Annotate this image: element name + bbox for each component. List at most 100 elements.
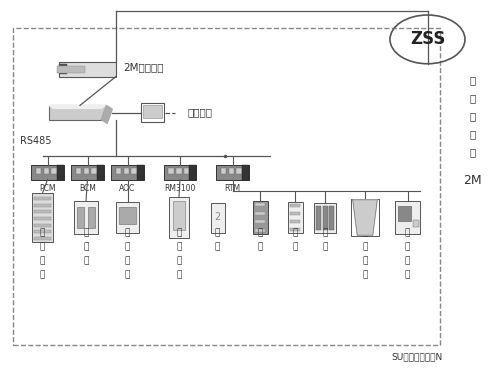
FancyBboxPatch shape — [290, 212, 300, 215]
Text: PCM: PCM — [39, 184, 56, 193]
Text: 灯: 灯 — [362, 228, 368, 237]
Text: 压: 压 — [405, 271, 410, 280]
FancyBboxPatch shape — [290, 220, 300, 223]
Text: 2: 2 — [214, 213, 220, 222]
FancyBboxPatch shape — [49, 105, 106, 120]
FancyBboxPatch shape — [255, 229, 266, 232]
Text: 磁: 磁 — [322, 242, 328, 251]
Text: 流: 流 — [125, 271, 130, 280]
FancyBboxPatch shape — [329, 206, 334, 230]
FancyBboxPatch shape — [58, 66, 85, 73]
FancyBboxPatch shape — [173, 201, 185, 231]
Text: 外: 外 — [258, 242, 262, 251]
Text: 制: 制 — [176, 271, 182, 280]
FancyBboxPatch shape — [91, 168, 97, 174]
FancyBboxPatch shape — [111, 165, 144, 180]
FancyBboxPatch shape — [52, 168, 57, 174]
Text: BCM: BCM — [79, 184, 96, 193]
Text: 红: 红 — [258, 228, 262, 237]
FancyBboxPatch shape — [34, 197, 51, 200]
Text: 2M: 2M — [463, 174, 482, 186]
Text: 相: 相 — [125, 242, 130, 251]
FancyBboxPatch shape — [395, 201, 420, 234]
Text: AOC: AOC — [120, 184, 136, 193]
FancyBboxPatch shape — [116, 202, 139, 233]
FancyBboxPatch shape — [290, 204, 300, 207]
FancyBboxPatch shape — [116, 168, 121, 174]
Text: 控: 控 — [176, 256, 182, 265]
Text: 门: 门 — [322, 228, 328, 237]
Text: 烟: 烟 — [215, 228, 220, 237]
FancyBboxPatch shape — [314, 202, 336, 232]
FancyBboxPatch shape — [34, 224, 51, 226]
FancyBboxPatch shape — [322, 206, 328, 230]
FancyBboxPatch shape — [398, 206, 411, 221]
Text: RS485: RS485 — [20, 136, 52, 146]
FancyBboxPatch shape — [316, 206, 321, 230]
FancyBboxPatch shape — [88, 207, 94, 228]
FancyBboxPatch shape — [31, 165, 64, 180]
FancyBboxPatch shape — [32, 193, 53, 242]
FancyBboxPatch shape — [176, 168, 182, 174]
Text: 门: 门 — [176, 228, 182, 237]
FancyBboxPatch shape — [34, 204, 51, 207]
FancyBboxPatch shape — [252, 201, 268, 234]
Text: 雾: 雾 — [215, 242, 220, 251]
FancyBboxPatch shape — [164, 165, 196, 180]
FancyBboxPatch shape — [34, 237, 51, 240]
FancyBboxPatch shape — [210, 202, 224, 232]
Text: 交: 交 — [125, 256, 130, 265]
Text: 水: 水 — [292, 228, 298, 237]
FancyBboxPatch shape — [143, 105, 162, 118]
Text: 禁: 禁 — [176, 242, 182, 251]
FancyBboxPatch shape — [255, 211, 266, 214]
FancyBboxPatch shape — [34, 217, 51, 220]
Text: 接: 接 — [470, 130, 476, 140]
FancyBboxPatch shape — [84, 168, 89, 174]
FancyBboxPatch shape — [119, 207, 136, 224]
FancyBboxPatch shape — [72, 165, 104, 180]
FancyBboxPatch shape — [59, 62, 116, 76]
Text: 能: 能 — [40, 242, 45, 251]
Text: 转: 转 — [470, 112, 476, 122]
Text: 电: 电 — [405, 228, 410, 237]
FancyBboxPatch shape — [78, 207, 84, 228]
Text: 2M以太网桥: 2M以太网桥 — [124, 63, 164, 72]
FancyBboxPatch shape — [229, 168, 234, 174]
Polygon shape — [49, 105, 106, 108]
FancyBboxPatch shape — [36, 168, 41, 174]
Text: 光: 光 — [362, 242, 368, 251]
FancyBboxPatch shape — [74, 201, 98, 234]
Text: 设: 设 — [40, 256, 45, 265]
Text: 电: 电 — [84, 242, 88, 251]
FancyBboxPatch shape — [184, 168, 189, 174]
FancyBboxPatch shape — [190, 165, 196, 180]
FancyBboxPatch shape — [140, 103, 164, 122]
FancyBboxPatch shape — [76, 168, 81, 174]
FancyBboxPatch shape — [97, 165, 103, 180]
Text: 控: 控 — [470, 94, 476, 104]
Text: 蓄: 蓄 — [84, 228, 88, 237]
Text: 流: 流 — [405, 242, 410, 251]
FancyBboxPatch shape — [34, 230, 51, 233]
FancyBboxPatch shape — [124, 168, 129, 174]
Text: 备: 备 — [40, 271, 45, 280]
Text: 智: 智 — [40, 228, 45, 237]
FancyBboxPatch shape — [131, 168, 137, 174]
Text: 一路视频: 一路视频 — [188, 108, 212, 117]
FancyBboxPatch shape — [168, 168, 174, 174]
FancyBboxPatch shape — [288, 202, 302, 233]
Text: ZSS: ZSS — [410, 30, 445, 48]
FancyBboxPatch shape — [34, 210, 51, 213]
Text: 监: 监 — [470, 76, 476, 86]
Text: 联: 联 — [362, 256, 368, 265]
FancyBboxPatch shape — [255, 220, 266, 224]
FancyBboxPatch shape — [412, 220, 418, 226]
FancyBboxPatch shape — [221, 168, 226, 174]
FancyBboxPatch shape — [169, 197, 189, 238]
FancyBboxPatch shape — [242, 165, 248, 180]
Polygon shape — [353, 200, 378, 235]
Text: RTM: RTM — [224, 184, 240, 193]
Text: 浸: 浸 — [292, 242, 298, 251]
Text: 动: 动 — [362, 271, 368, 280]
